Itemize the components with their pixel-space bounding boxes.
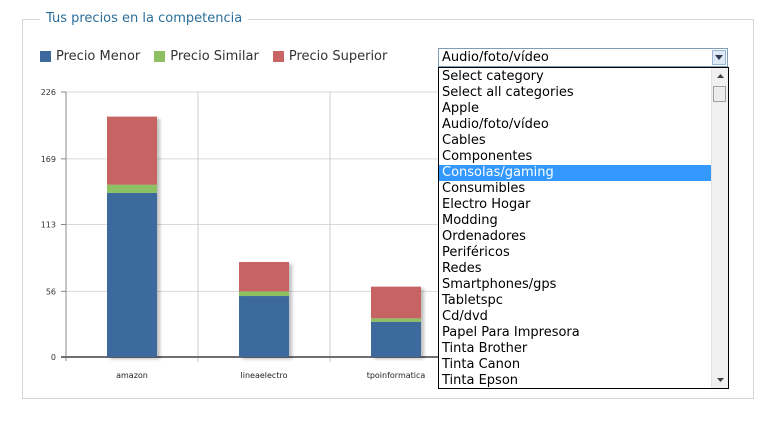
bar-stack <box>107 116 157 357</box>
dropdown-option[interactable]: Papel Para Impresora <box>442 325 580 340</box>
competition-panel <box>22 19 754 399</box>
dropdown-option[interactable]: Tabletspc <box>442 293 503 308</box>
scroll-down-arrow-icon[interactable] <box>712 372 728 388</box>
dropdown-option[interactable]: Consolas/gaming <box>439 165 712 181</box>
legend-swatch <box>272 51 284 62</box>
legend-item-precio-menor: Precio Menor <box>40 49 140 64</box>
category-dropdown-list[interactable]: Select category Select all categories Appl… <box>438 67 729 389</box>
dropdown-option[interactable]: Select all categories <box>442 85 574 100</box>
y-tick-label: 226 <box>41 88 56 97</box>
dropdown-option[interactable]: Tinta Canon <box>442 357 521 372</box>
bar-segment <box>107 192 157 357</box>
category-select[interactable]: Audio/foto/vídeo <box>438 48 728 67</box>
dropdown-option[interactable]: Periféricos <box>442 245 510 260</box>
legend-label: Precio Superior <box>288 49 388 64</box>
legend-swatch <box>40 51 51 62</box>
category-select-value: Audio/foto/vídeo <box>442 50 549 65</box>
chevron-down-icon[interactable] <box>712 50 726 65</box>
dropdown-option[interactable]: Tinta Brother <box>442 341 528 356</box>
scroll-up-arrow-icon[interactable] <box>712 68 728 84</box>
legend-item-precio-superior: Precio Superior <box>272 49 388 64</box>
bar-segment <box>371 321 421 357</box>
bar-segment <box>239 296 289 357</box>
legend-label: Precio Similar <box>170 49 259 64</box>
y-tick-label: 0 <box>51 353 56 362</box>
dropdown-option[interactable]: Cd/dvd <box>442 309 488 324</box>
dropdown-option[interactable]: Electro Hogar <box>442 197 531 212</box>
dropdown-option[interactable]: Redes <box>442 261 482 276</box>
bar-segment <box>239 262 289 292</box>
dropdown-option[interactable]: Cables <box>442 133 486 148</box>
panel-title: Tus precios en la competencia <box>40 10 249 27</box>
x-tick-label: lineaelectro <box>241 371 288 380</box>
bar-segment <box>371 286 421 319</box>
dropdown-option[interactable]: Smartphones/gps <box>442 277 557 292</box>
legend-swatch <box>154 51 166 62</box>
x-tick-label: tpoinformatica <box>367 371 426 380</box>
x-tick-label: amazon <box>116 371 148 380</box>
bar-segment <box>107 184 157 193</box>
chart-legend: Precio Menor Precio Similar Precio Super… <box>40 49 401 64</box>
bar-stack <box>371 286 421 357</box>
dropdown-option[interactable]: Ordenadores <box>442 229 526 244</box>
legend-item-precio-similar: Precio Similar <box>154 49 259 64</box>
dropdown-option[interactable]: Tinta Epson <box>442 373 519 388</box>
dropdown-option[interactable]: Select category <box>442 69 544 84</box>
dropdown-option[interactable]: Audio/foto/vídeo <box>442 117 549 132</box>
bar-segment <box>371 318 421 322</box>
bar-segment <box>107 116 157 185</box>
dropdown-option[interactable]: Apple <box>442 101 480 116</box>
bar-segment <box>239 291 289 297</box>
dropdown-options: Select category Select all categories Appl… <box>439 69 712 388</box>
y-tick-label: 113 <box>41 221 56 230</box>
dropdown-option[interactable]: Componentes <box>442 149 533 164</box>
legend-label: Precio Menor <box>56 49 141 64</box>
dropdown-option[interactable]: Modding <box>442 213 498 228</box>
scroll-thumb[interactable] <box>713 86 726 102</box>
bar-stack <box>239 262 289 357</box>
dropdown-scrollbar[interactable] <box>711 68 728 388</box>
y-tick-label: 169 <box>41 155 56 164</box>
dropdown-option[interactable]: Consumibles <box>442 181 526 196</box>
y-tick-label: 56 <box>46 287 56 296</box>
